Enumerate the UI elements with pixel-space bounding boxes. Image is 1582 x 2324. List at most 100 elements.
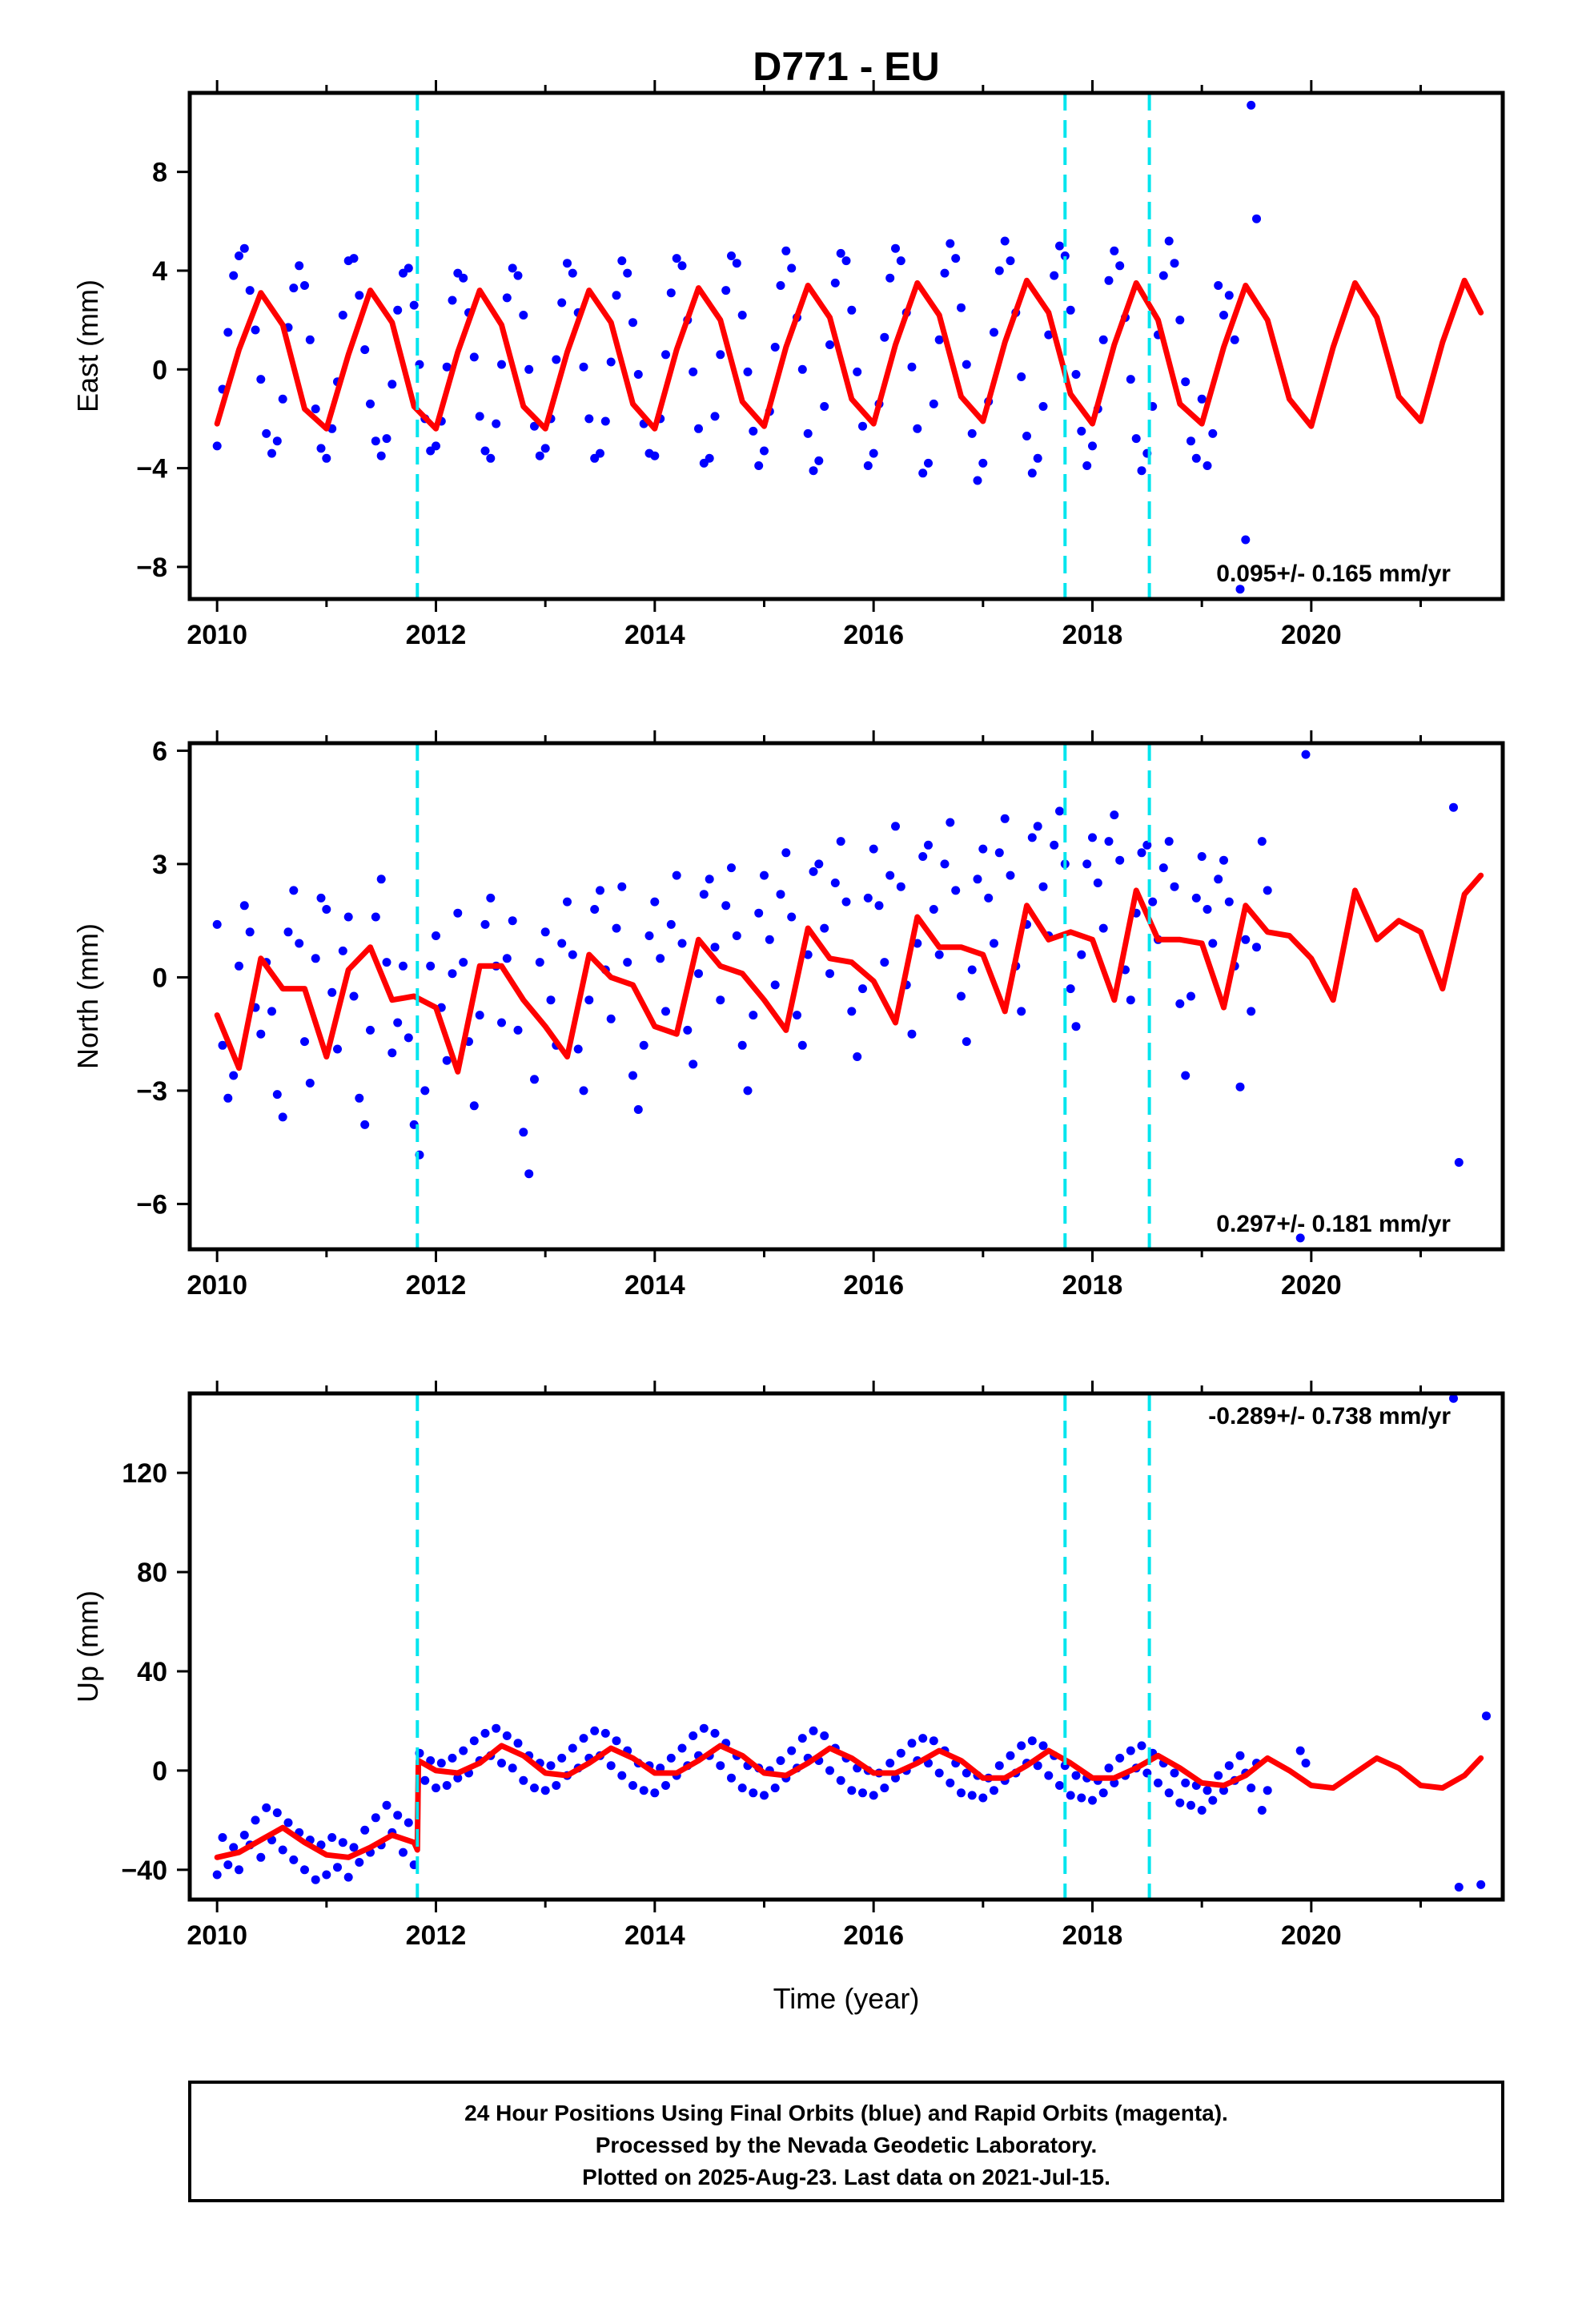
data-point [300, 1865, 309, 1875]
data-point [1066, 1791, 1075, 1800]
data-point [235, 961, 243, 971]
data-point [343, 1872, 353, 1882]
data-point [1197, 394, 1207, 404]
data-point [530, 1783, 539, 1793]
data-point [705, 453, 714, 463]
x-tick-label: 2010 [187, 1920, 247, 1951]
data-point [1027, 468, 1037, 478]
north-panel: 2010 2012 2014 2016 2018 2020 −6 −3 0 3 6 North (mm… [71, 0, 1505, 1301]
data-point [557, 1753, 567, 1763]
data-point [530, 421, 539, 431]
data-point [404, 1033, 413, 1043]
data-point [333, 1044, 342, 1054]
data-point [1154, 1778, 1162, 1787]
data-point [420, 1086, 430, 1096]
data-point [765, 935, 774, 944]
data-point [749, 1011, 758, 1020]
data-point [934, 1768, 944, 1778]
data-point [355, 291, 364, 300]
data-point [349, 254, 359, 263]
data-point [830, 879, 840, 887]
data-point [1170, 259, 1179, 268]
data-point [432, 931, 440, 940]
data-point [376, 451, 386, 460]
data-point [743, 367, 753, 376]
data-point [502, 954, 512, 963]
data-point [913, 0, 921, 5]
data-point [1258, 0, 1267, 5]
data-point [1257, 1806, 1267, 1815]
data-point [1017, 1007, 1026, 1016]
data-point [1301, 1759, 1311, 1768]
data-point [880, 958, 889, 967]
data-point [907, 362, 917, 372]
data-point [820, 0, 829, 5]
data-point [600, 1728, 610, 1738]
chart-title: D771 - EU [753, 44, 939, 89]
data-point [1126, 375, 1135, 384]
data-point [994, 266, 1004, 275]
data-point [442, 362, 452, 372]
data-point [847, 1007, 857, 1016]
data-point [683, 1025, 693, 1035]
data-point [513, 271, 523, 280]
data-point [661, 1007, 670, 1016]
data-point [907, 1739, 917, 1748]
data-point [1110, 810, 1119, 820]
data-point [272, 1808, 282, 1818]
data-point [1104, 1763, 1114, 1773]
x-tick-label: 2018 [1062, 1270, 1123, 1301]
data-point [519, 1128, 528, 1137]
data-point [863, 461, 873, 470]
data-point [1208, 939, 1218, 948]
data-point [929, 905, 938, 914]
data-point [212, 1870, 222, 1880]
data-point [776, 281, 785, 290]
data-point [316, 893, 326, 903]
data-point [382, 434, 391, 444]
data-point [322, 905, 331, 914]
data-point [661, 1781, 670, 1790]
data-point [1088, 833, 1097, 842]
data-point [480, 1728, 490, 1738]
data-point [382, 958, 391, 967]
data-point [749, 1788, 758, 1798]
data-point [1137, 848, 1146, 858]
data-point [918, 852, 928, 861]
data-point [508, 916, 517, 926]
data-point [1235, 585, 1245, 594]
data-point [557, 939, 567, 948]
data-point [469, 1101, 479, 1111]
data-point [432, 441, 440, 451]
data-point [727, 251, 736, 260]
data-point [229, 271, 239, 280]
data-point [661, 350, 670, 360]
x-tick-label: 2010 [187, 1270, 247, 1301]
data-point [524, 1169, 534, 1179]
data-point [781, 848, 791, 858]
data-point [1060, 251, 1070, 260]
data-point [612, 923, 621, 933]
data-point [869, 1791, 878, 1800]
data-point [393, 1811, 403, 1820]
data-point [1235, 1082, 1245, 1092]
data-point [787, 263, 797, 273]
data-point [442, 1781, 452, 1790]
data-point [1449, 802, 1458, 812]
data-point [600, 416, 610, 426]
data-point [1033, 822, 1042, 831]
data-point [830, 278, 840, 287]
data-point [387, 1048, 397, 1058]
plot-frame [187, 90, 1505, 601]
data-point [918, 1734, 928, 1743]
data-point [355, 1093, 364, 1103]
data-point [1115, 0, 1124, 5]
data-point [1454, 1883, 1464, 1892]
data-point [650, 1788, 660, 1798]
data-point [360, 1120, 370, 1129]
data-point [1191, 453, 1201, 463]
data-point [1066, 984, 1075, 994]
data-point [1000, 236, 1010, 246]
data-point [754, 461, 764, 470]
data-point [393, 305, 403, 315]
